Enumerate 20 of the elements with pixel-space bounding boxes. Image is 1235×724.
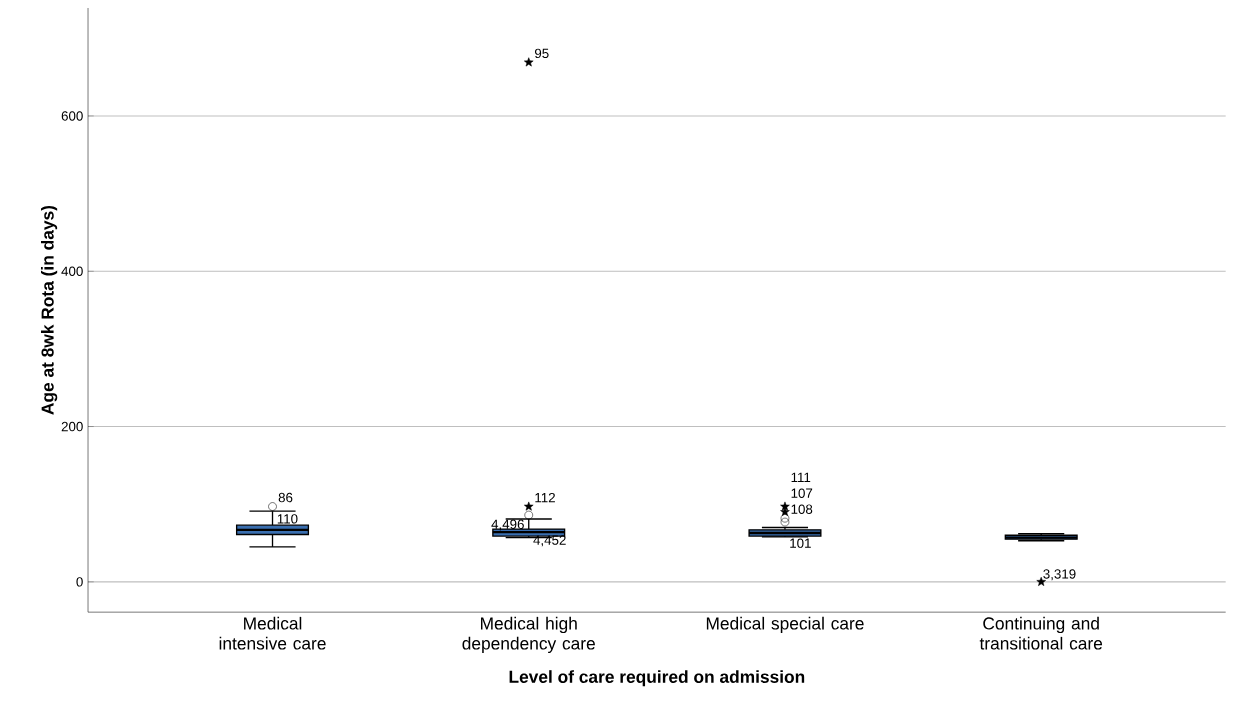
annotation: 110 bbox=[277, 514, 298, 524]
x-axis-title: Level of care required on admission bbox=[509, 670, 805, 687]
y-axis-title: Age at 8wk Rota (in days) bbox=[41, 205, 58, 415]
annotation: 3,319 bbox=[1043, 569, 1076, 581]
annotation: 107 bbox=[791, 488, 813, 498]
annotation: 86 bbox=[278, 492, 293, 503]
y-tick-label: 200 bbox=[61, 421, 83, 432]
x-tick-label: Medical special care bbox=[706, 616, 864, 633]
annotation: 112 bbox=[535, 492, 555, 503]
y-tick-label: 400 bbox=[61, 266, 83, 276]
annotation: 101 bbox=[790, 538, 811, 548]
annotation: 4,496 bbox=[491, 519, 524, 531]
annotation: 95 bbox=[534, 48, 549, 58]
x-tick-label: Continuing and transitional care bbox=[979, 616, 1103, 650]
x-tick-label: Medical intensive care bbox=[219, 616, 326, 650]
y-tick-label: 600 bbox=[61, 111, 83, 121]
annotation: 111 bbox=[791, 472, 811, 482]
x-tick-label: Medical high dependency care bbox=[462, 616, 595, 653]
y-tick-label: 0 bbox=[76, 577, 83, 587]
annotation: 108 bbox=[791, 504, 813, 514]
